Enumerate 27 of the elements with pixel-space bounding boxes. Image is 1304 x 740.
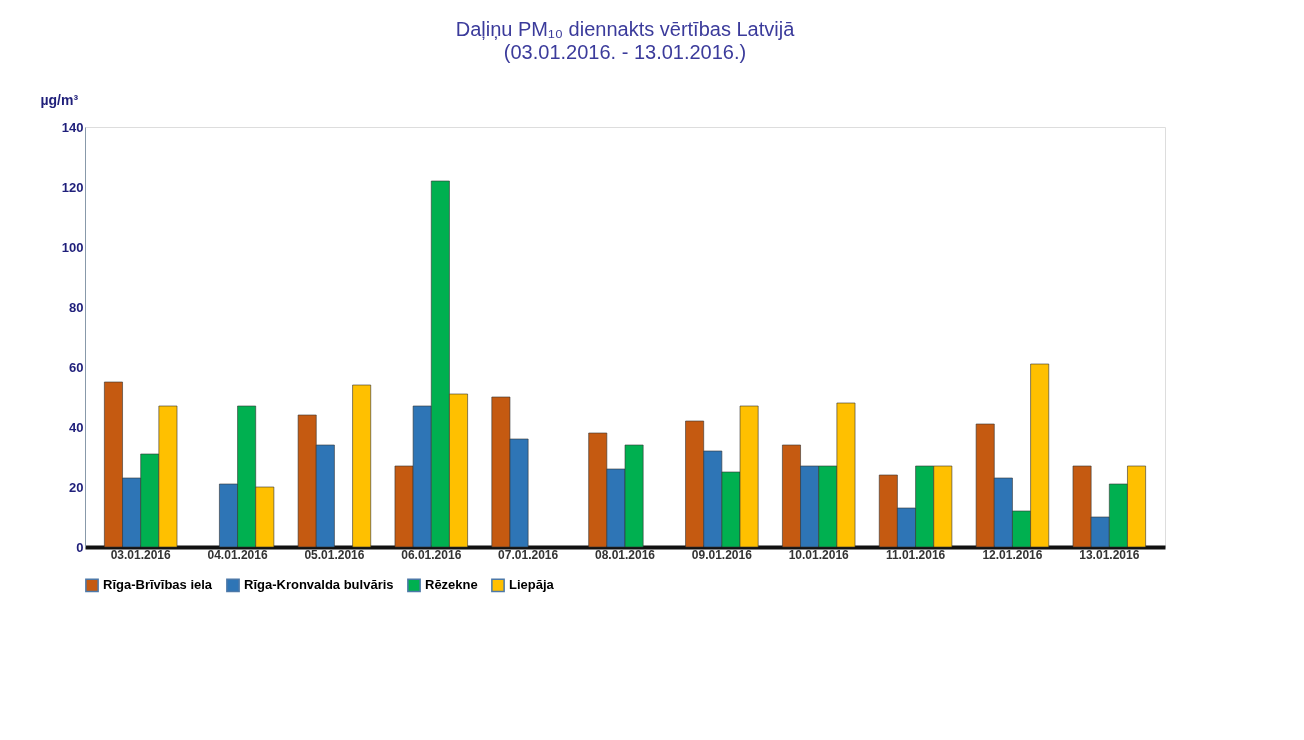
x-tick-label: 09.01.2016 bbox=[691, 547, 753, 562]
x-tick-label: 05.01.2016 bbox=[304, 547, 365, 562]
x-tick-label: 04.01.2016 bbox=[207, 547, 268, 562]
y-tick-label: 80 bbox=[69, 299, 84, 315]
chart-subtitle: (03.01.2016. - 13.01.2016.) bbox=[503, 41, 747, 63]
x-tick-label: 03.01.2016 bbox=[110, 547, 172, 562]
y-tick-label: 60 bbox=[69, 359, 84, 375]
legend-label: Rīga-Kronvalda bulvāris bbox=[244, 577, 394, 593]
legend-label: Liepāja bbox=[509, 577, 555, 593]
x-tick-label: 10.01.2016 bbox=[788, 547, 850, 562]
y-tick-label: 20 bbox=[69, 479, 84, 495]
legend-label: Rēzekne bbox=[425, 577, 478, 593]
y-tick-label: 140 bbox=[61, 119, 84, 135]
x-tick-label: 12.01.2016 bbox=[982, 547, 1043, 562]
x-tick-label: 13.01.2016 bbox=[1079, 547, 1140, 562]
chart-title: Daļiņu PM₁₀ diennakts vērtības Latvijā bbox=[455, 18, 796, 40]
y-tick-label: 120 bbox=[61, 179, 84, 195]
y-tick-label: 40 bbox=[69, 419, 84, 435]
legend-label: Rīga-Brīvības iela bbox=[103, 577, 213, 593]
x-tick-label: 06.01.2016 bbox=[401, 547, 462, 562]
x-tick-label: 11.01.2016 bbox=[885, 547, 946, 562]
x-tick-label: 07.01.2016 bbox=[498, 547, 559, 562]
y-axis-title: µg/m³ bbox=[40, 91, 79, 108]
x-tick-label: 08.01.2016 bbox=[594, 547, 656, 562]
y-tick-label: 0 bbox=[76, 539, 84, 555]
y-tick-label: 100 bbox=[61, 239, 84, 255]
bar bbox=[352, 384, 372, 548]
